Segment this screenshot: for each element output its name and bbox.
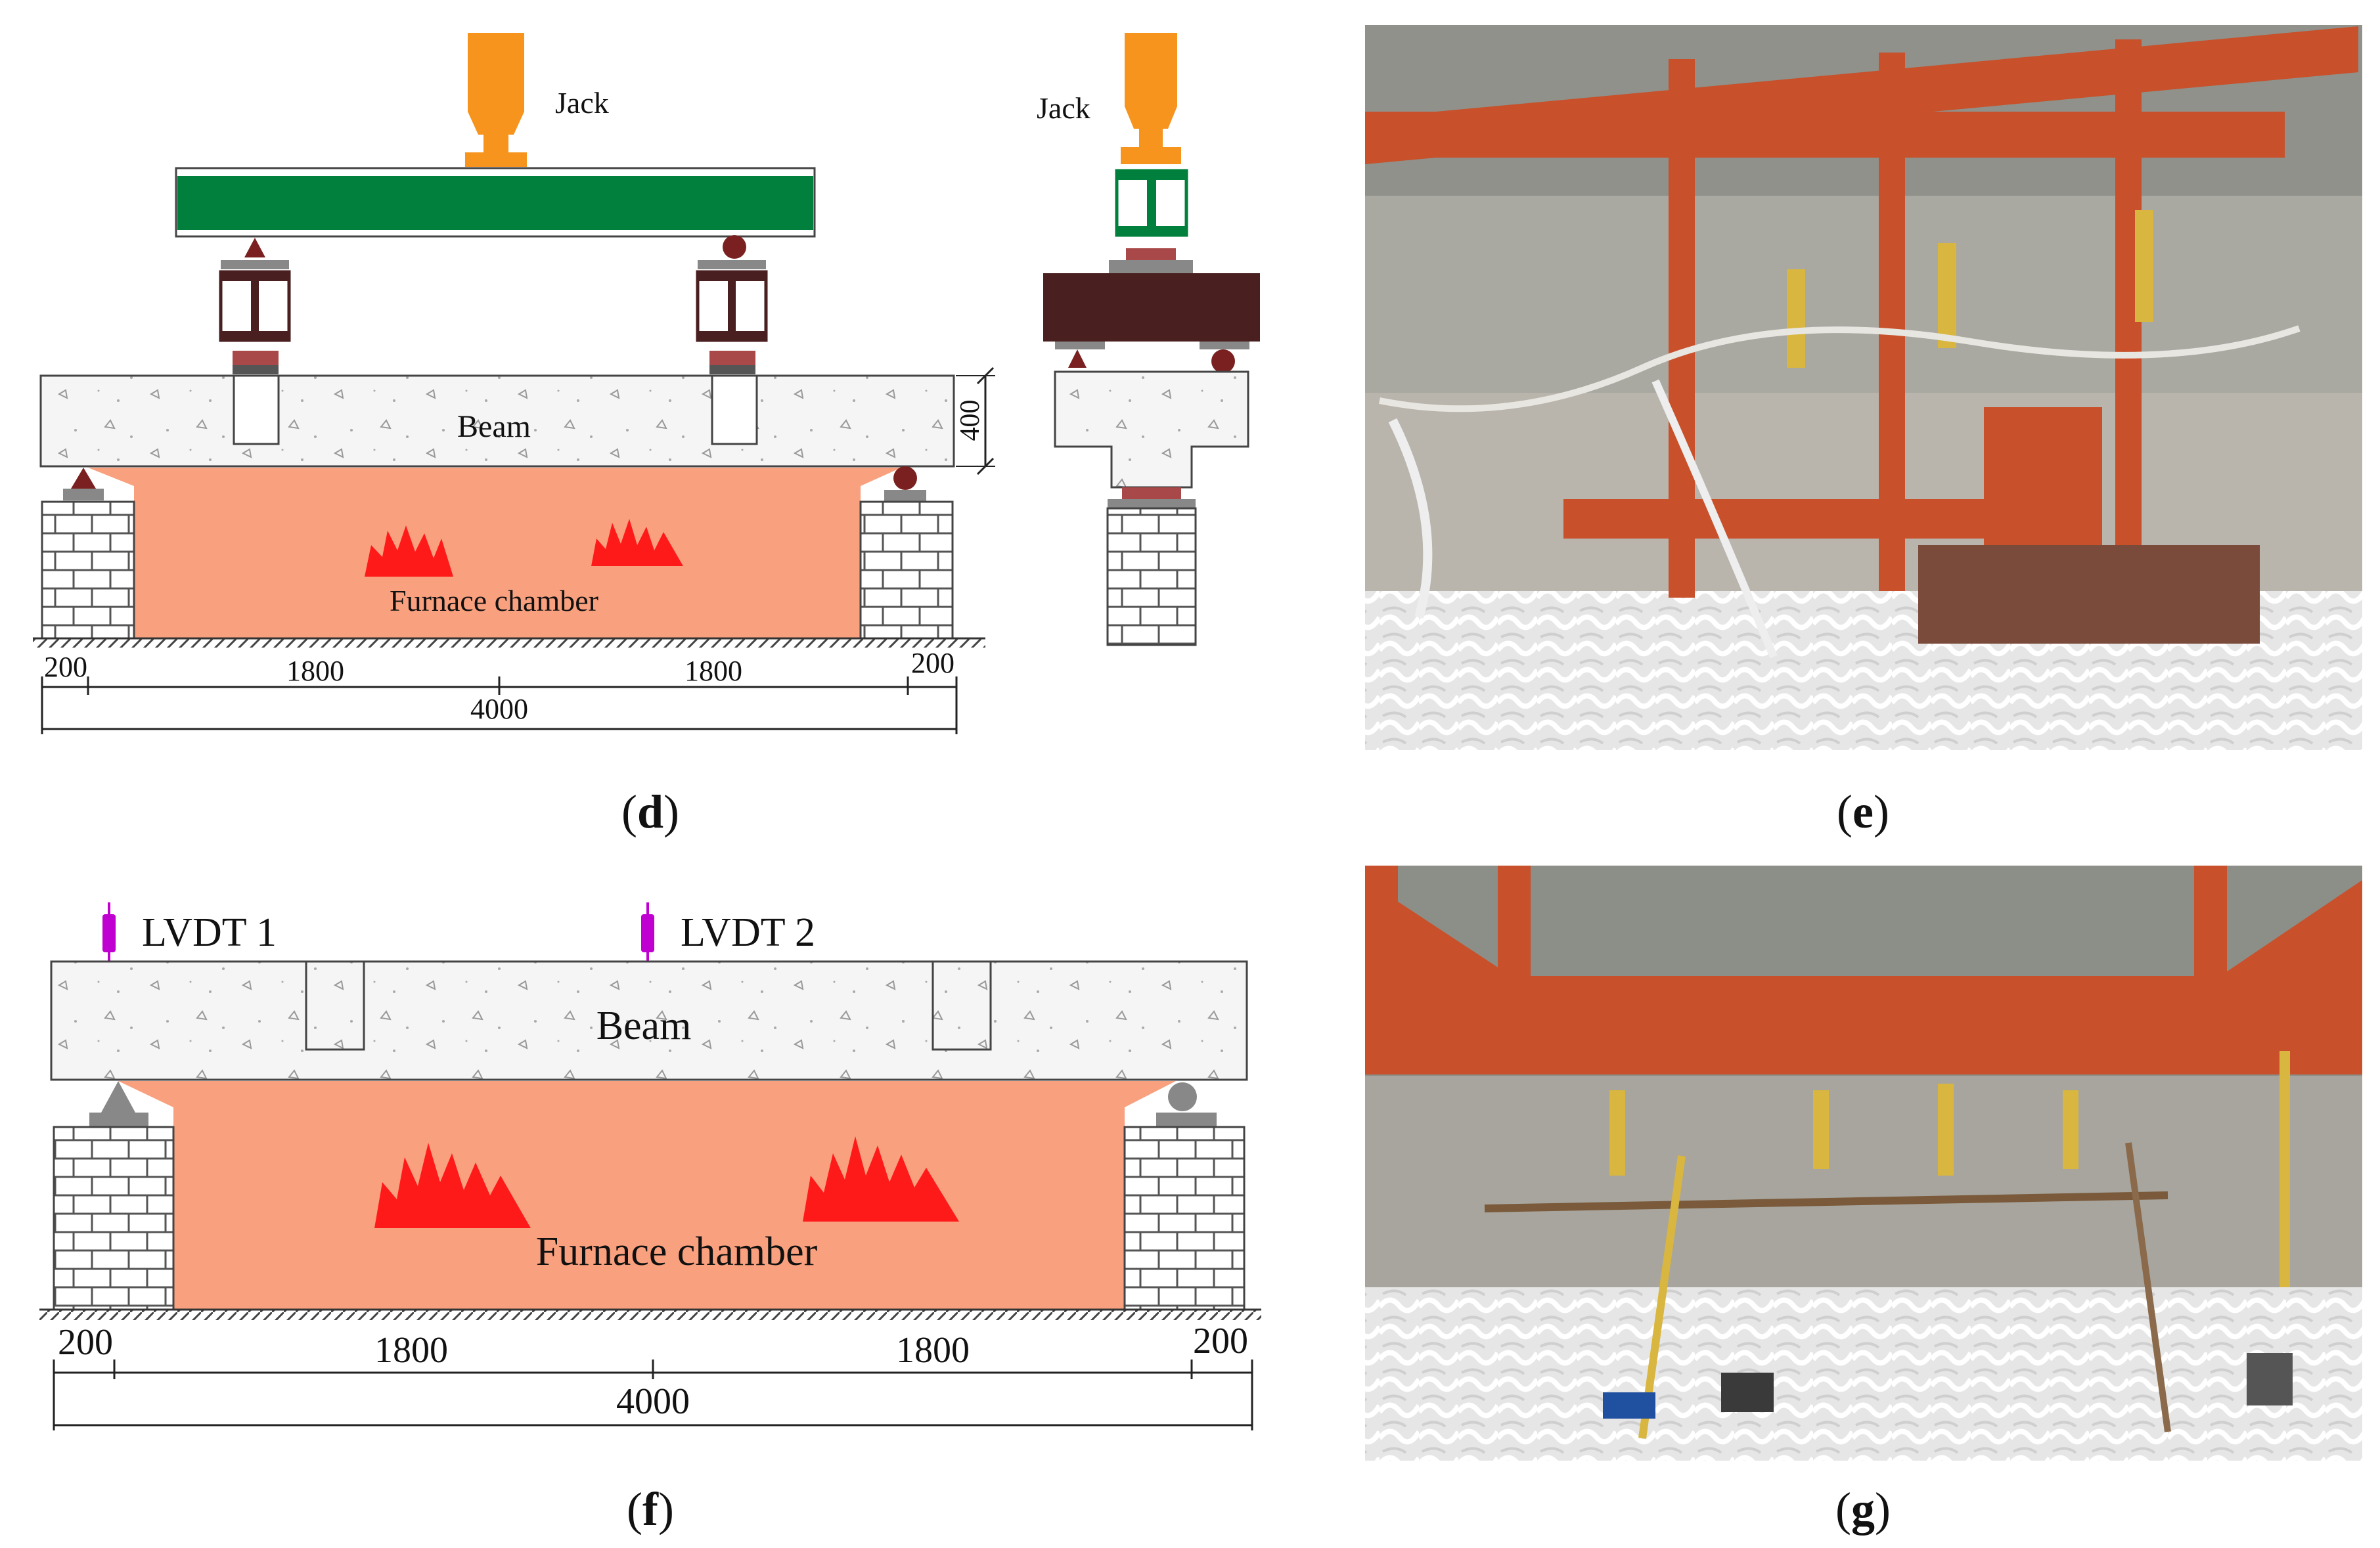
roller-support-right [893,466,917,490]
panel-f-schematic: LVDT 1 LVDT 2 Beam Furnace chamber [39,902,1261,1536]
flame-icon [365,519,683,577]
i-beam-right [696,260,768,374]
furnace-label: Furnace chamber [390,584,598,617]
caption-f: (f) [627,1483,674,1536]
steel-frame-g [1365,866,2362,1074]
roller-support-f [1168,1082,1197,1111]
caption-g: (g) [1835,1483,1891,1536]
brick-wall-left [41,500,135,640]
beam-notch-right [711,374,758,445]
caption-e: (e) [1837,785,1889,838]
main-jack [465,33,527,167]
height-dimension [956,366,995,475]
steel-frame [1365,26,2358,644]
dim-span-left-f: 1800 [374,1330,448,1371]
beam-label-f: Beam [596,1004,692,1048]
dim-end-right: 200 [911,647,954,679]
panel-g-photo [1365,866,2362,1461]
panel-d-schematic: Jack Beam [33,33,1260,838]
furnace-chamber [88,468,901,638]
panel-e-photo [1365,25,2362,750]
height-dimension-label: 400 [955,400,985,441]
pin-support-left [71,468,96,489]
dim-span-left: 1800 [286,655,344,687]
side-jack-label: Jack [1037,91,1090,125]
lvdt-1-icon [102,902,116,962]
dim-total: 4000 [470,693,528,725]
flame-icon-f [374,1136,959,1228]
beam-notch-left [233,374,280,445]
beam-label: Beam [457,409,531,444]
lvdt-1-label: LVDT 1 [142,910,277,955]
brick-wall-right-f [1123,1126,1246,1311]
dim-end-left-f: 200 [58,1322,113,1363]
dim-total-f: 4000 [616,1381,690,1422]
furnace-label-f: Furnace chamber [536,1229,818,1274]
furnace-chamber-f [118,1081,1176,1310]
lvdt-2-label: LVDT 2 [681,910,815,955]
brick-wall-left-f [53,1126,175,1311]
dim-span-right-f: 1800 [896,1330,970,1371]
cross-section-view [1043,33,1260,646]
caption-d: (d) [621,785,679,838]
jack-label: Jack [555,86,609,120]
i-beam-left [219,260,291,374]
dim-end-right-f: 200 [1193,1321,1248,1361]
lvdt-2-icon [641,902,654,962]
brick-wall-right [859,500,954,640]
ground-hatch [33,638,985,648]
span-dimensions [41,676,958,734]
dim-span-right: 1800 [685,655,742,687]
spreader-beam [177,176,813,230]
span-dimensions-f [53,1360,1253,1430]
roller-support-icon [723,235,746,259]
test-beam [39,374,955,468]
dim-end-left: 200 [44,651,87,683]
test-beam-f [50,960,1248,1081]
pin-support-icon [244,238,265,257]
pin-support-f [101,1081,135,1113]
